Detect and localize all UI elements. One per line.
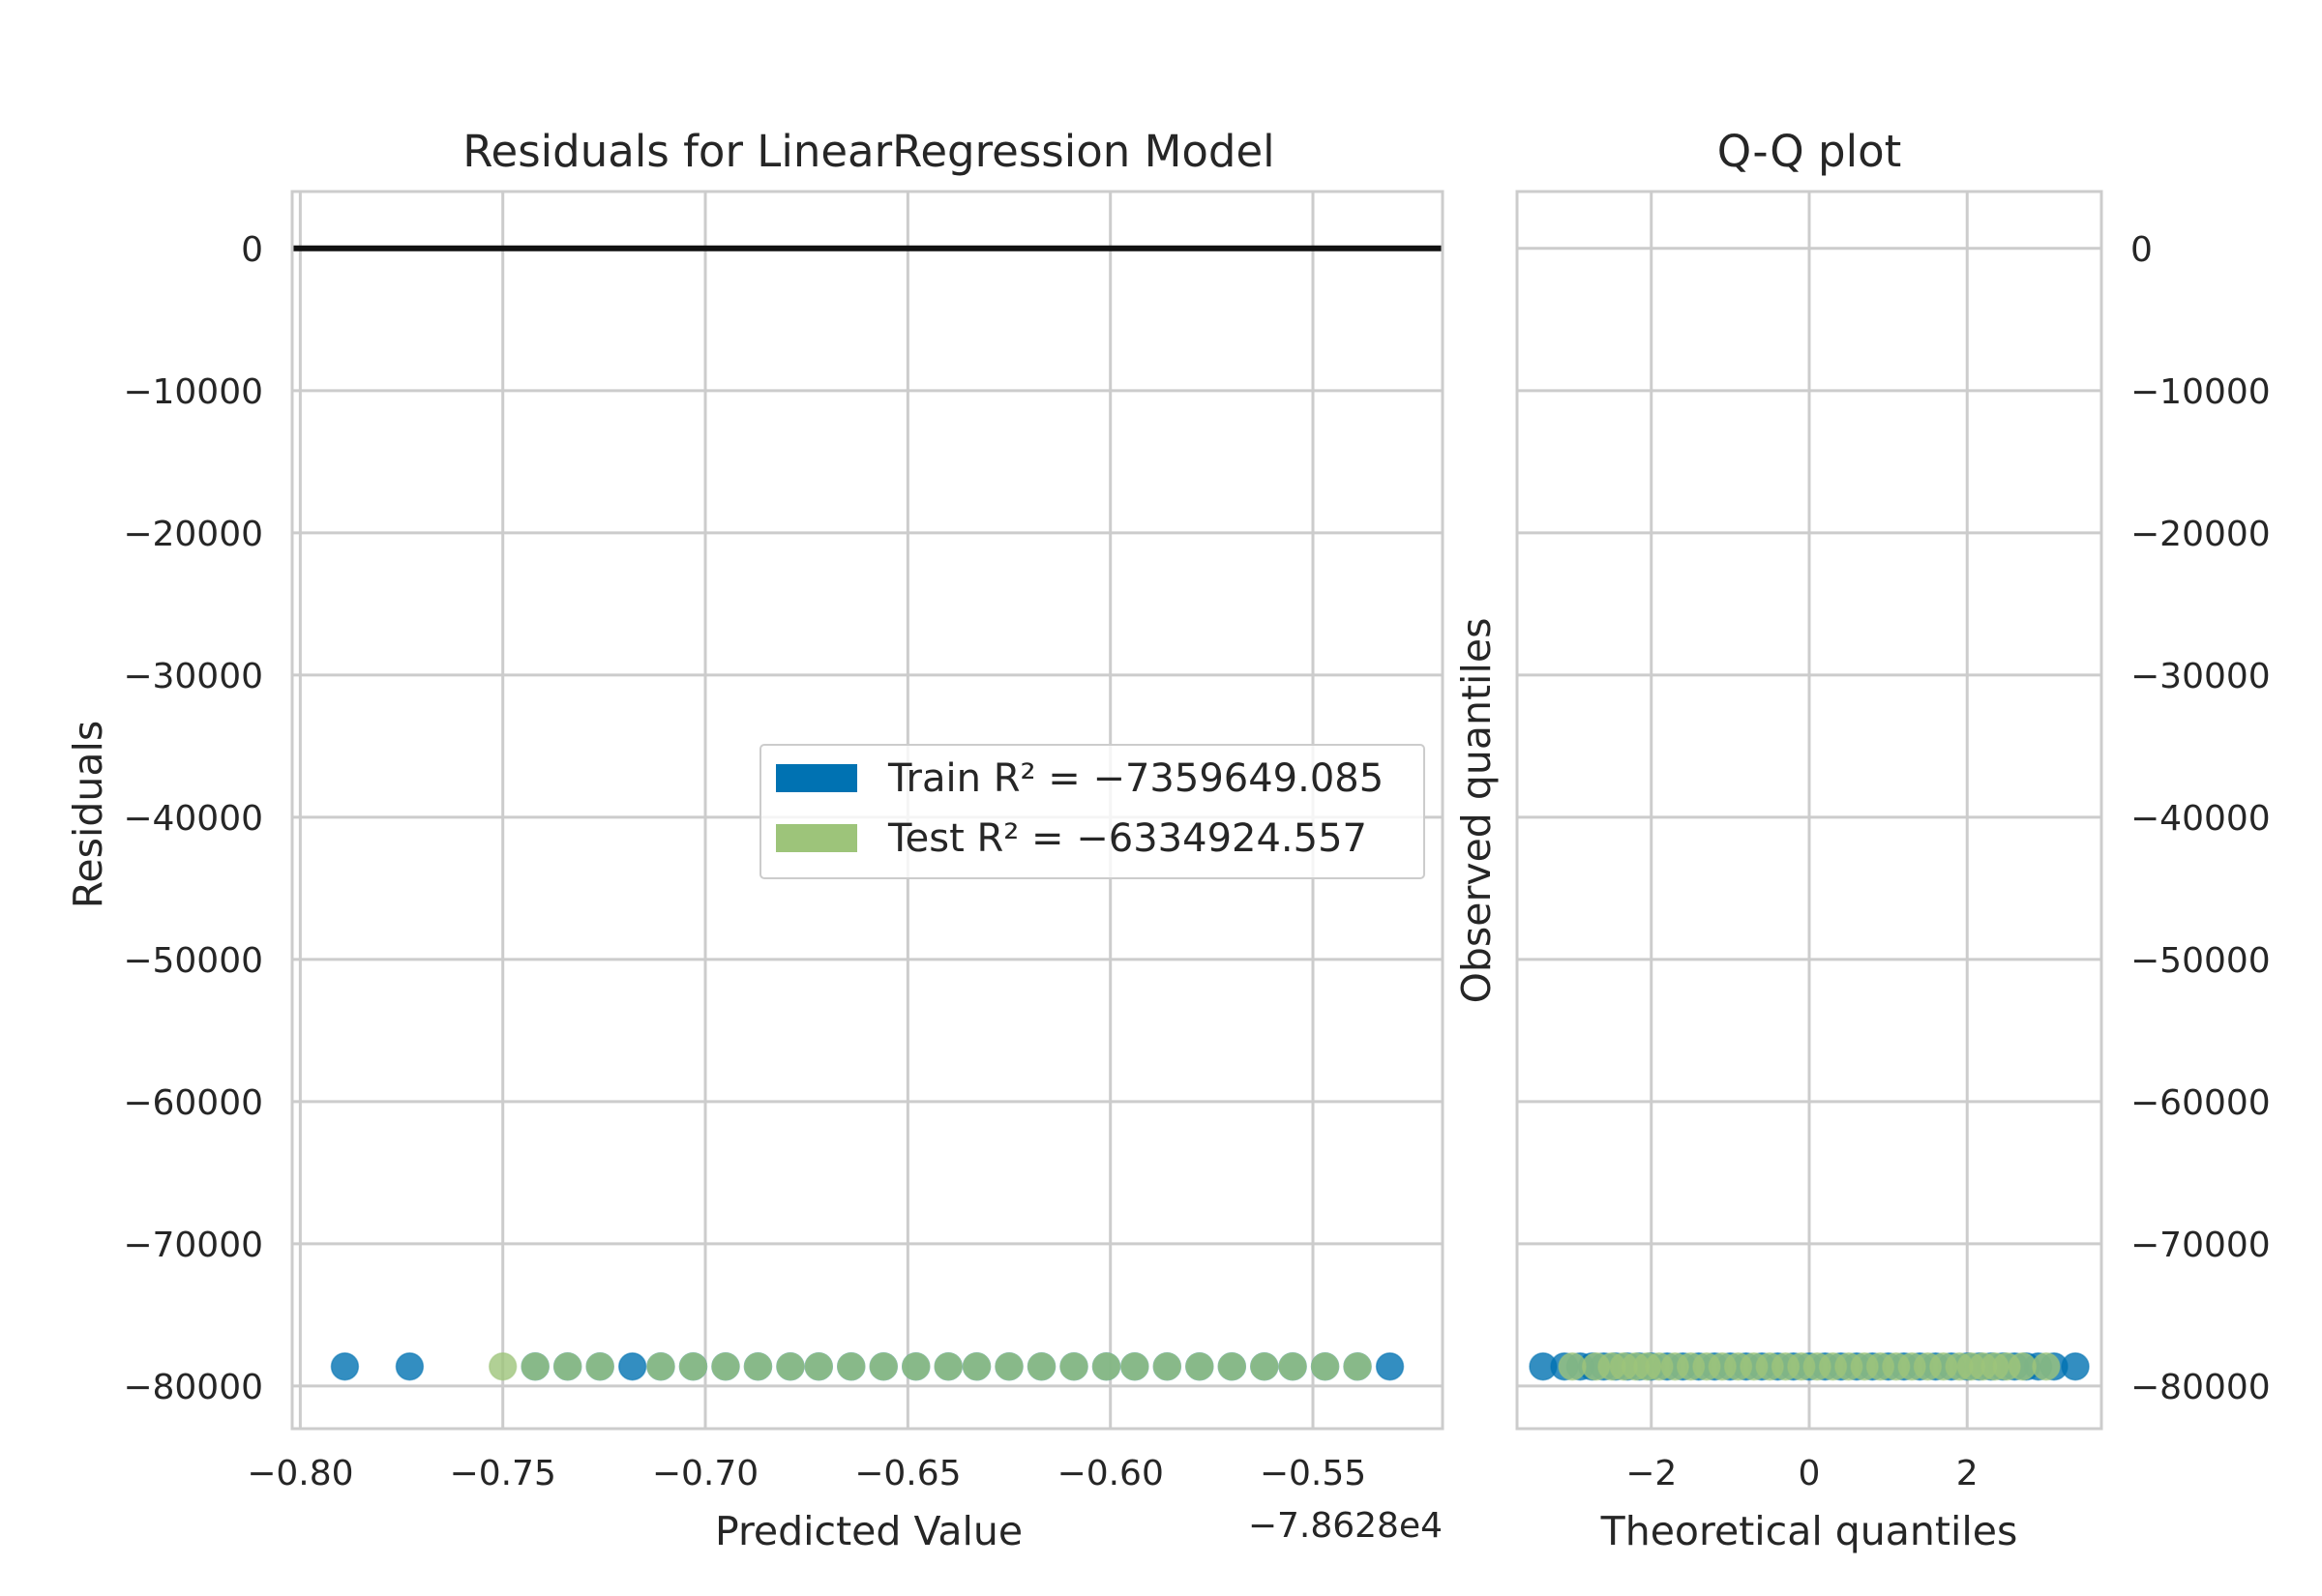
test-point — [1120, 1351, 1149, 1381]
legend-train-label: Train R² = −7359649.085 — [887, 756, 1384, 801]
test-point — [521, 1351, 550, 1381]
test-point — [776, 1351, 805, 1381]
legend: Train R² = −7359649.085 Test R² = −63349… — [759, 744, 1425, 879]
train-point — [330, 1351, 360, 1381]
test-point — [1250, 1351, 1279, 1381]
qq-plot-frame — [1515, 190, 2103, 1431]
test-point — [1278, 1351, 1307, 1381]
test-point — [1310, 1351, 1340, 1381]
test-point — [804, 1351, 834, 1381]
residuals-panel: Residuals for LinearRegression Model −0.… — [65, 126, 1444, 1554]
train-point — [2061, 1351, 2090, 1381]
series-test — [488, 1351, 1372, 1381]
test-point — [869, 1351, 898, 1381]
x-tick-label: −0.60 — [1057, 1454, 1164, 1493]
series-test — [1558, 1351, 2061, 1381]
x-tick-label: −0.80 — [247, 1454, 353, 1493]
x-tick-label: −2 — [1625, 1454, 1677, 1493]
y-tick-label: −60000 — [123, 1083, 263, 1123]
test-point — [1185, 1351, 1214, 1381]
residuals-x-axis-label: Predicted Value — [715, 1508, 1023, 1554]
qq-y-ticks: 0 −10000 −20000 −30000 −40000 −50000 −60000 −70… — [2130, 230, 2271, 1407]
train-point — [617, 1351, 647, 1381]
test-point — [552, 1351, 582, 1381]
y-tick-label: −40000 — [123, 799, 263, 839]
train-point — [395, 1351, 425, 1381]
legend-frame — [759, 744, 1425, 879]
y-tick-label: −20000 — [123, 515, 263, 554]
y-tick-label: −30000 — [123, 657, 263, 696]
y-tick-label: −80000 — [123, 1368, 263, 1407]
y-tick-label: 0 — [241, 230, 263, 270]
qq-y-axis-label: Observed quantiles — [1453, 618, 1500, 1004]
test-point — [1059, 1351, 1088, 1381]
x-tick-label: 2 — [1956, 1454, 1979, 1493]
y-tick-label: −70000 — [2130, 1226, 2271, 1265]
test-point — [646, 1351, 675, 1381]
test-point — [934, 1351, 963, 1381]
x-tick-label: −0.55 — [1260, 1454, 1366, 1493]
test-point — [1152, 1351, 1182, 1381]
y-tick-label: 0 — [2130, 230, 2153, 270]
test-point — [1027, 1351, 1057, 1381]
residuals-points — [330, 1351, 1405, 1381]
test-point — [962, 1351, 992, 1381]
x-offset-text: −7.8628e4 — [1248, 1506, 1443, 1546]
test-point — [1091, 1351, 1121, 1381]
test-point — [1217, 1351, 1247, 1381]
residuals-y-axis-label: Residuals — [65, 721, 111, 909]
y-tick-label: −80000 — [2130, 1368, 2271, 1407]
legend-test-swatch — [776, 824, 857, 852]
test-point — [488, 1351, 518, 1381]
y-tick-label: −60000 — [2130, 1083, 2271, 1123]
x-tick-label: −0.75 — [450, 1454, 556, 1493]
y-tick-label: −30000 — [2130, 657, 2271, 696]
legend-train-swatch — [776, 764, 857, 792]
x-tick-label: 0 — [1799, 1454, 1821, 1493]
residuals-x-ticks: −0.80 −0.75 −0.70 −0.65 −0.60 −0.55 — [247, 1454, 1366, 1493]
residuals-title: Residuals for LinearRegression Model — [462, 126, 1274, 177]
qq-title: Q-Q plot — [1717, 126, 1902, 177]
test-point — [2032, 1351, 2061, 1381]
y-tick-label: −10000 — [123, 372, 263, 412]
y-tick-label: −50000 — [2130, 941, 2271, 981]
qq-panel: Q-Q plot −2 0 2 0 −10000 −20000 −30000 −40000 −… — [1453, 126, 2271, 1554]
test-point — [585, 1351, 614, 1381]
y-tick-label: −20000 — [2130, 515, 2271, 554]
test-point — [901, 1351, 931, 1381]
residuals-y-ticks: 0 −10000 −20000 −30000 −40000 −50000 −60000 −70… — [123, 230, 263, 1407]
x-tick-label: −0.65 — [854, 1454, 961, 1493]
y-tick-label: −70000 — [123, 1226, 263, 1265]
test-point — [678, 1351, 708, 1381]
qq-x-axis-label: Theoretical quantiles — [1600, 1508, 2018, 1554]
legend-test-label: Test R² = −6334924.557 — [887, 816, 1367, 861]
train-point — [1375, 1351, 1405, 1381]
test-point — [995, 1351, 1024, 1381]
y-tick-label: −50000 — [123, 941, 263, 981]
y-tick-label: −10000 — [2130, 372, 2271, 412]
qq-points — [1529, 1351, 2090, 1381]
qq-x-ticks: −2 0 2 — [1625, 1454, 1978, 1493]
test-point — [743, 1351, 773, 1381]
residuals-plot-frame — [290, 190, 1444, 1431]
test-point — [837, 1351, 866, 1381]
x-tick-label: −0.70 — [652, 1454, 759, 1493]
y-tick-label: −40000 — [2130, 799, 2271, 839]
qq-grid — [1517, 192, 2101, 1429]
test-point — [711, 1351, 740, 1381]
test-point — [1343, 1351, 1372, 1381]
